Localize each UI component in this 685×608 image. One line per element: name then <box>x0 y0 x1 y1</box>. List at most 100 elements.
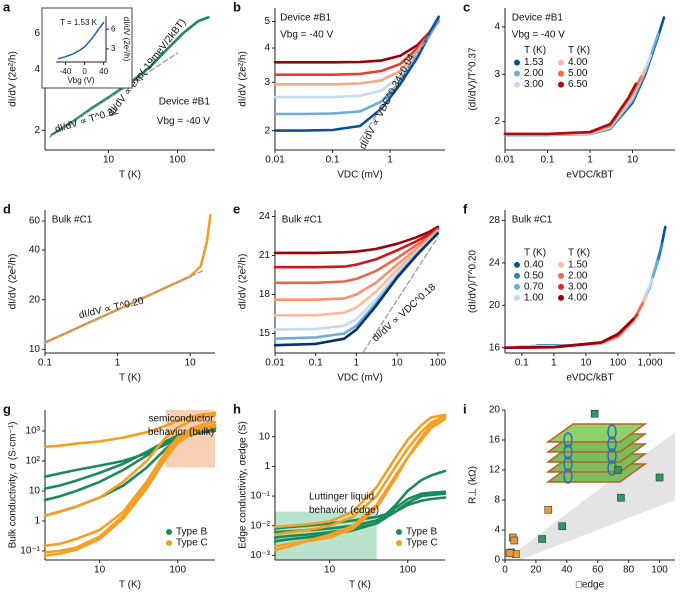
x-tick-label: 0 <box>502 565 508 576</box>
annotation: dI/dV ∝ VDC^0.18 <box>370 281 438 344</box>
data-line <box>273 232 440 347</box>
data-line <box>273 225 440 255</box>
x-tick-label: 1 <box>354 358 360 369</box>
x-axis-label: Vbg (V) <box>67 76 94 85</box>
point <box>558 522 566 531</box>
data-line <box>507 313 639 349</box>
legend-marker <box>396 540 402 546</box>
annotation: dI/dV ∝ T^0.20 <box>78 296 145 322</box>
panel-7: 10 100 10⁻¹ 1 10 10² 10³ T (K) Bulk conductivity… <box>3 401 217 591</box>
legend-label: Type C <box>176 538 208 549</box>
x-tick-label: 1 <box>387 155 393 166</box>
y-tick-label: 3 <box>494 69 500 80</box>
annotation: behavior (edge) <box>309 505 379 516</box>
legend-marker <box>558 272 564 279</box>
data-line <box>513 301 645 349</box>
data-line <box>273 226 440 269</box>
point <box>510 536 519 545</box>
annotation: Vbg = -40 V <box>512 30 565 41</box>
y-tick-label: 24 <box>489 258 501 269</box>
y-tick-label: 18 <box>259 289 271 300</box>
curve <box>273 413 447 529</box>
y-tick-label: 3 <box>111 44 116 53</box>
x-tick-label: 1,000 <box>638 358 663 369</box>
legend-label: 0.40 <box>524 260 544 271</box>
y-tick-label: 10⁻¹ <box>250 491 270 502</box>
panel-label: d <box>3 201 11 216</box>
x-tick-label: 10 <box>580 358 592 369</box>
panel-label: c <box>463 0 470 14</box>
legend-label: 3.00 <box>524 79 544 90</box>
legend-label: 4.00 <box>568 293 588 304</box>
legend-marker <box>514 272 520 279</box>
x-tick-label: 1 <box>115 358 121 369</box>
y-tick-label: 10² <box>26 456 41 467</box>
point <box>590 409 599 418</box>
fit-line <box>48 52 179 138</box>
panel-label: b <box>233 0 241 14</box>
legend-title: T (K) <box>568 248 590 259</box>
curve <box>43 423 217 554</box>
curve <box>43 420 217 547</box>
x-tick-label: 0.1 <box>541 155 555 166</box>
legend-marker <box>558 81 564 88</box>
x-tick-label: 10 <box>392 358 404 369</box>
y-tick-label: 21 <box>259 250 271 261</box>
legend-marker <box>396 529 402 535</box>
legend-marker <box>514 283 520 290</box>
panel-label: a <box>3 0 11 14</box>
x-tick-label: 100 <box>610 358 627 369</box>
legend-marker <box>514 294 520 301</box>
legend-label: Type B <box>406 527 437 538</box>
x-axis-label: □edge <box>576 580 605 591</box>
y-tick-label: 0 <box>494 555 500 566</box>
y-tick-label: 40 <box>29 245 41 256</box>
data-line <box>503 317 635 349</box>
y-axis-label: dI/dV (2e²/h) <box>8 254 19 310</box>
legend-label: 1.53 <box>524 57 544 68</box>
x-tick-label: -40 <box>60 67 72 76</box>
y-tick-label: 10⁻³ <box>250 550 270 561</box>
x-tick-label: 80 <box>623 565 635 576</box>
y-tick-label: 5 <box>264 16 270 27</box>
data-line <box>503 82 638 136</box>
panel-3: 0.01 0.1 1 10 2 3 4 eVDC/kBT (dI/dV)/T^0.37 c Devi… <box>463 0 675 181</box>
y-axis-label: R⊥ (kΩ) <box>468 466 479 504</box>
y-tick-label: 4 <box>34 64 40 75</box>
annotation: Device #B1 <box>280 13 332 24</box>
curve <box>273 469 447 543</box>
y-tick-label: 4 <box>264 43 270 54</box>
legend-marker <box>558 261 564 268</box>
y-tick-label: 20 <box>29 294 41 305</box>
y-tick-label: 10³ <box>26 426 41 437</box>
annotation: Vbg = -40 V <box>157 116 210 127</box>
panel-8: 10 100 10⁻³ 10⁻² 10⁻¹ 1 10 T (K) Edge conductivi… <box>233 401 447 591</box>
legend-marker <box>514 81 520 88</box>
x-tick-label: 10 <box>94 565 106 576</box>
panel-6: 0.1 1 10 100 1,000 16 20 24 28 eVDC/kBT (dI/dV)/T^… <box>463 201 675 384</box>
legend-marker <box>166 540 172 546</box>
legend-marker <box>558 59 564 66</box>
data-line <box>273 20 440 76</box>
x-tick-label: 0.01 <box>265 155 285 166</box>
x-tick-label: 40 <box>99 67 108 76</box>
data-line <box>535 225 667 347</box>
legend-label: 3.00 <box>568 282 588 293</box>
y-axis-label: dI/dV (2e²/h) <box>122 17 131 62</box>
curve <box>273 416 447 552</box>
annotation: Luttinger liquid <box>309 492 374 503</box>
y-axis-label: dI/dV (2e²/h) <box>238 51 249 107</box>
y-axis-label: (dI/dV)/T^0.37 <box>468 47 479 110</box>
y-tick-label: 2 <box>264 125 270 136</box>
legend-label: 5.00 <box>568 68 588 79</box>
legend-marker <box>558 294 564 301</box>
legend-marker <box>514 59 520 66</box>
curve <box>43 425 217 557</box>
x-tick-label: 0 <box>82 67 87 76</box>
x-tick-label: 10 <box>185 358 197 369</box>
legend-marker <box>514 70 520 77</box>
fit-line <box>44 270 204 344</box>
legend-label: 2.00 <box>524 68 544 79</box>
panel-4: 0.1 1 10 10 20 40 60 T (K) dI/dV (2e²/h) d Bulk #C… <box>3 201 215 384</box>
